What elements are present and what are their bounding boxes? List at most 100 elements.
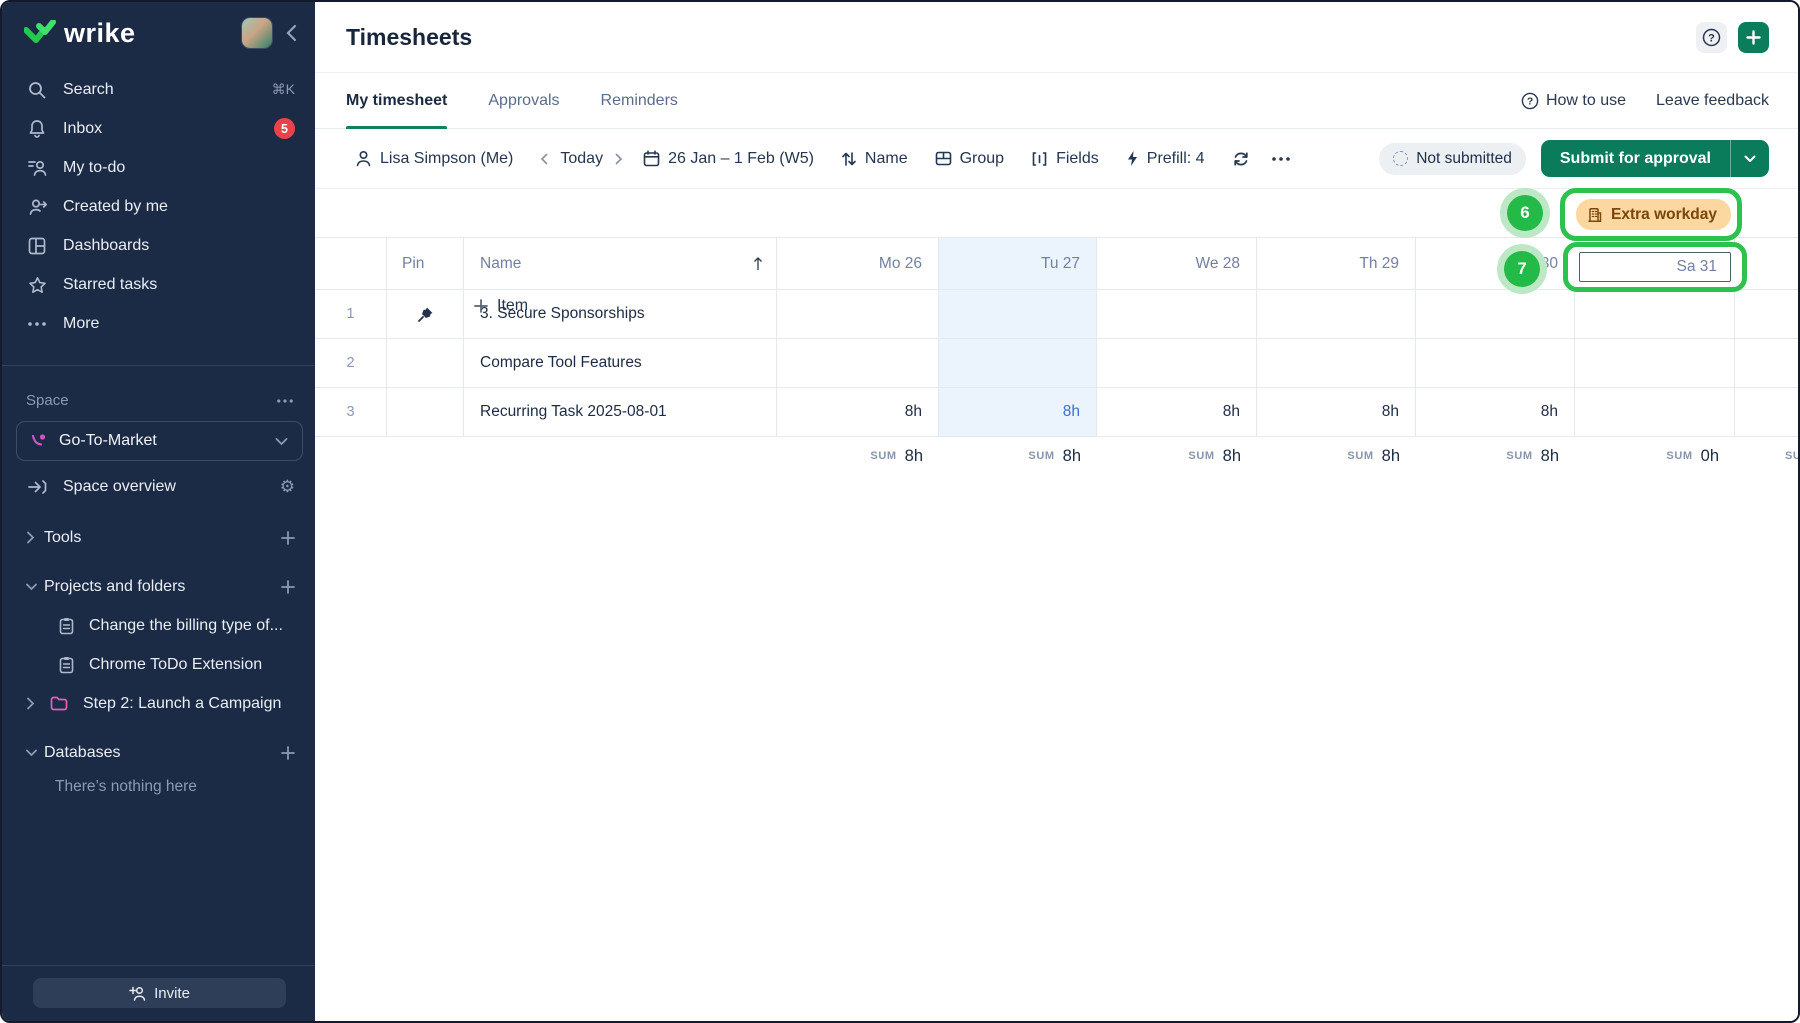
sidebar-item-label: Inbox: [63, 119, 103, 137]
annotation-step-7: 7: [1497, 244, 1547, 294]
time-cell[interactable]: [1575, 339, 1735, 388]
wrike-logo[interactable]: wrike: [24, 18, 241, 49]
time-cell[interactable]: [1416, 290, 1575, 339]
help-button[interactable]: ?: [1696, 21, 1727, 53]
task-name[interactable]: 3. Secure Sponsorships: [464, 290, 777, 339]
today-button[interactable]: Today: [560, 149, 604, 167]
tab-my-timesheet[interactable]: My timesheet: [346, 73, 448, 129]
sidebar-item-more[interactable]: More: [2, 304, 315, 343]
fields-control[interactable]: Fields: [1031, 150, 1099, 168]
task-name[interactable]: Compare Tool Features: [464, 339, 777, 388]
sidebar-item-search[interactable]: Search ⌘K: [2, 70, 315, 109]
sidebar-item-space-overview[interactable]: Space overview ⚙: [2, 467, 315, 506]
project-name: Change the billing type of...: [89, 616, 283, 634]
refresh-icon[interactable]: [1232, 150, 1250, 168]
time-cell[interactable]: 8h: [777, 388, 939, 437]
day-column-header[interactable]: Mo 26: [777, 237, 939, 290]
time-cell[interactable]: [1575, 290, 1735, 339]
leave-feedback-link[interactable]: Leave feedback: [1656, 91, 1769, 109]
add-item-button[interactable]: Item: [474, 297, 528, 315]
day-column-header-today[interactable]: Tu 27: [939, 237, 1097, 290]
sidebar-item-databases[interactable]: Databases: [2, 733, 315, 772]
time-cell[interactable]: [777, 290, 939, 339]
sidebar-item-starred-tasks[interactable]: Starred tasks: [2, 265, 315, 304]
step-number: 7: [1504, 251, 1540, 287]
sidebar-item-label: Tools: [44, 528, 82, 546]
time-cell[interactable]: 8h: [1097, 388, 1257, 437]
day-sum: SUM 8h: [1506, 446, 1559, 465]
user-filter[interactable]: Lisa Simpson (Me): [355, 150, 513, 168]
time-cell[interactable]: [939, 290, 1097, 339]
create-button[interactable]: [1738, 21, 1769, 53]
tab-reminders[interactable]: Reminders: [600, 91, 678, 109]
sidebar-item-created-by-me[interactable]: Created by me: [2, 187, 315, 226]
more-options-icon[interactable]: [1271, 156, 1290, 161]
chevron-down-icon[interactable]: [26, 749, 44, 757]
step-number: 6: [1507, 195, 1543, 231]
time-cell[interactable]: [1097, 339, 1257, 388]
how-to-use-link[interactable]: ? How to use: [1521, 92, 1626, 110]
space-selector[interactable]: Go-To-Market: [16, 421, 303, 461]
tab-approvals[interactable]: Approvals: [488, 91, 560, 109]
time-cell[interactable]: 8h: [939, 388, 1097, 437]
plus-icon[interactable]: [281, 530, 295, 545]
question-circle-icon: ?: [1521, 92, 1539, 109]
invite-button[interactable]: Invite: [33, 978, 286, 1008]
sidebar-item-inbox[interactable]: Inbox 5: [2, 109, 315, 148]
date-range-picker[interactable]: 26 Jan – 1 Feb (W5): [643, 150, 814, 168]
prefill-control[interactable]: Prefill: 4: [1126, 150, 1205, 168]
time-cell[interactable]: [1575, 388, 1735, 437]
chevron-right-icon[interactable]: [26, 697, 44, 710]
sidebar-item-label: More: [63, 314, 100, 332]
inbox-badge: 5: [274, 118, 295, 139]
space-more-icon[interactable]: [277, 398, 293, 403]
time-cell[interactable]: [1257, 339, 1416, 388]
time-cell[interactable]: [1257, 290, 1416, 339]
pin-column-header[interactable]: Pin: [387, 237, 464, 290]
gear-icon[interactable]: ⚙: [279, 476, 295, 496]
task-name[interactable]: Recurring Task 2025-08-01: [464, 388, 777, 437]
pin-cell[interactable]: [387, 339, 464, 388]
user-avatar[interactable]: [241, 17, 273, 49]
pin-cell[interactable]: [387, 388, 464, 437]
time-cell[interactable]: 8h: [1416, 388, 1575, 437]
databases-empty-note: There’s nothing here: [55, 778, 197, 795]
group-control[interactable]: Group: [935, 150, 1004, 168]
sidebar-item-projects-and-folders[interactable]: Projects and folders: [2, 567, 315, 606]
day-column-header[interactable]: Fr 30: [1416, 237, 1575, 290]
time-cell[interactable]: [1097, 290, 1257, 339]
sidebar-item-tools[interactable]: Tools: [2, 518, 315, 557]
time-cell[interactable]: [1416, 339, 1575, 388]
search-icon: [26, 81, 48, 99]
submit-for-approval-button[interactable]: Submit for approval: [1540, 140, 1769, 177]
project-item[interactable]: Change the billing type of...: [2, 606, 315, 645]
wrike-logo-icon: [24, 20, 56, 43]
submit-dropdown-caret[interactable]: [1731, 140, 1769, 177]
row-number: 3: [315, 388, 387, 437]
space-name: Go-To-Market: [59, 432, 157, 449]
sort-control[interactable]: Name: [841, 150, 908, 168]
extra-workday-button[interactable]: Extra workday: [1576, 199, 1731, 230]
chevron-down-icon[interactable]: [26, 583, 44, 591]
annotation-ring-saturday-cell: Sa 31: [1563, 242, 1747, 292]
time-cell[interactable]: 8h: [1257, 388, 1416, 437]
saturday-header-cell[interactable]: Sa 31: [1579, 252, 1731, 282]
name-column-header[interactable]: Name: [464, 237, 777, 290]
plus-icon[interactable]: [281, 745, 295, 760]
pin-cell[interactable]: [387, 290, 464, 339]
sidebar-item-dashboards[interactable]: Dashboards: [2, 226, 315, 265]
chevron-right-icon[interactable]: [26, 531, 44, 544]
status-badge[interactable]: Not submitted: [1379, 142, 1526, 175]
project-item-folder[interactable]: Step 2: Launch a Campaign: [2, 684, 315, 723]
project-item[interactable]: Chrome ToDo Extension: [2, 645, 315, 684]
svg-text:?: ?: [1708, 32, 1715, 44]
day-column-header[interactable]: Th 29: [1257, 237, 1416, 290]
day-column-header[interactable]: We 28: [1097, 237, 1257, 290]
plus-icon[interactable]: [281, 579, 295, 594]
prev-week-icon[interactable]: [540, 153, 548, 165]
sidebar-collapse-icon[interactable]: [285, 24, 297, 42]
sidebar-item-my-todo[interactable]: My to-do: [2, 148, 315, 187]
time-cell[interactable]: [939, 339, 1097, 388]
next-week-icon[interactable]: [615, 153, 623, 165]
time-cell[interactable]: [777, 339, 939, 388]
